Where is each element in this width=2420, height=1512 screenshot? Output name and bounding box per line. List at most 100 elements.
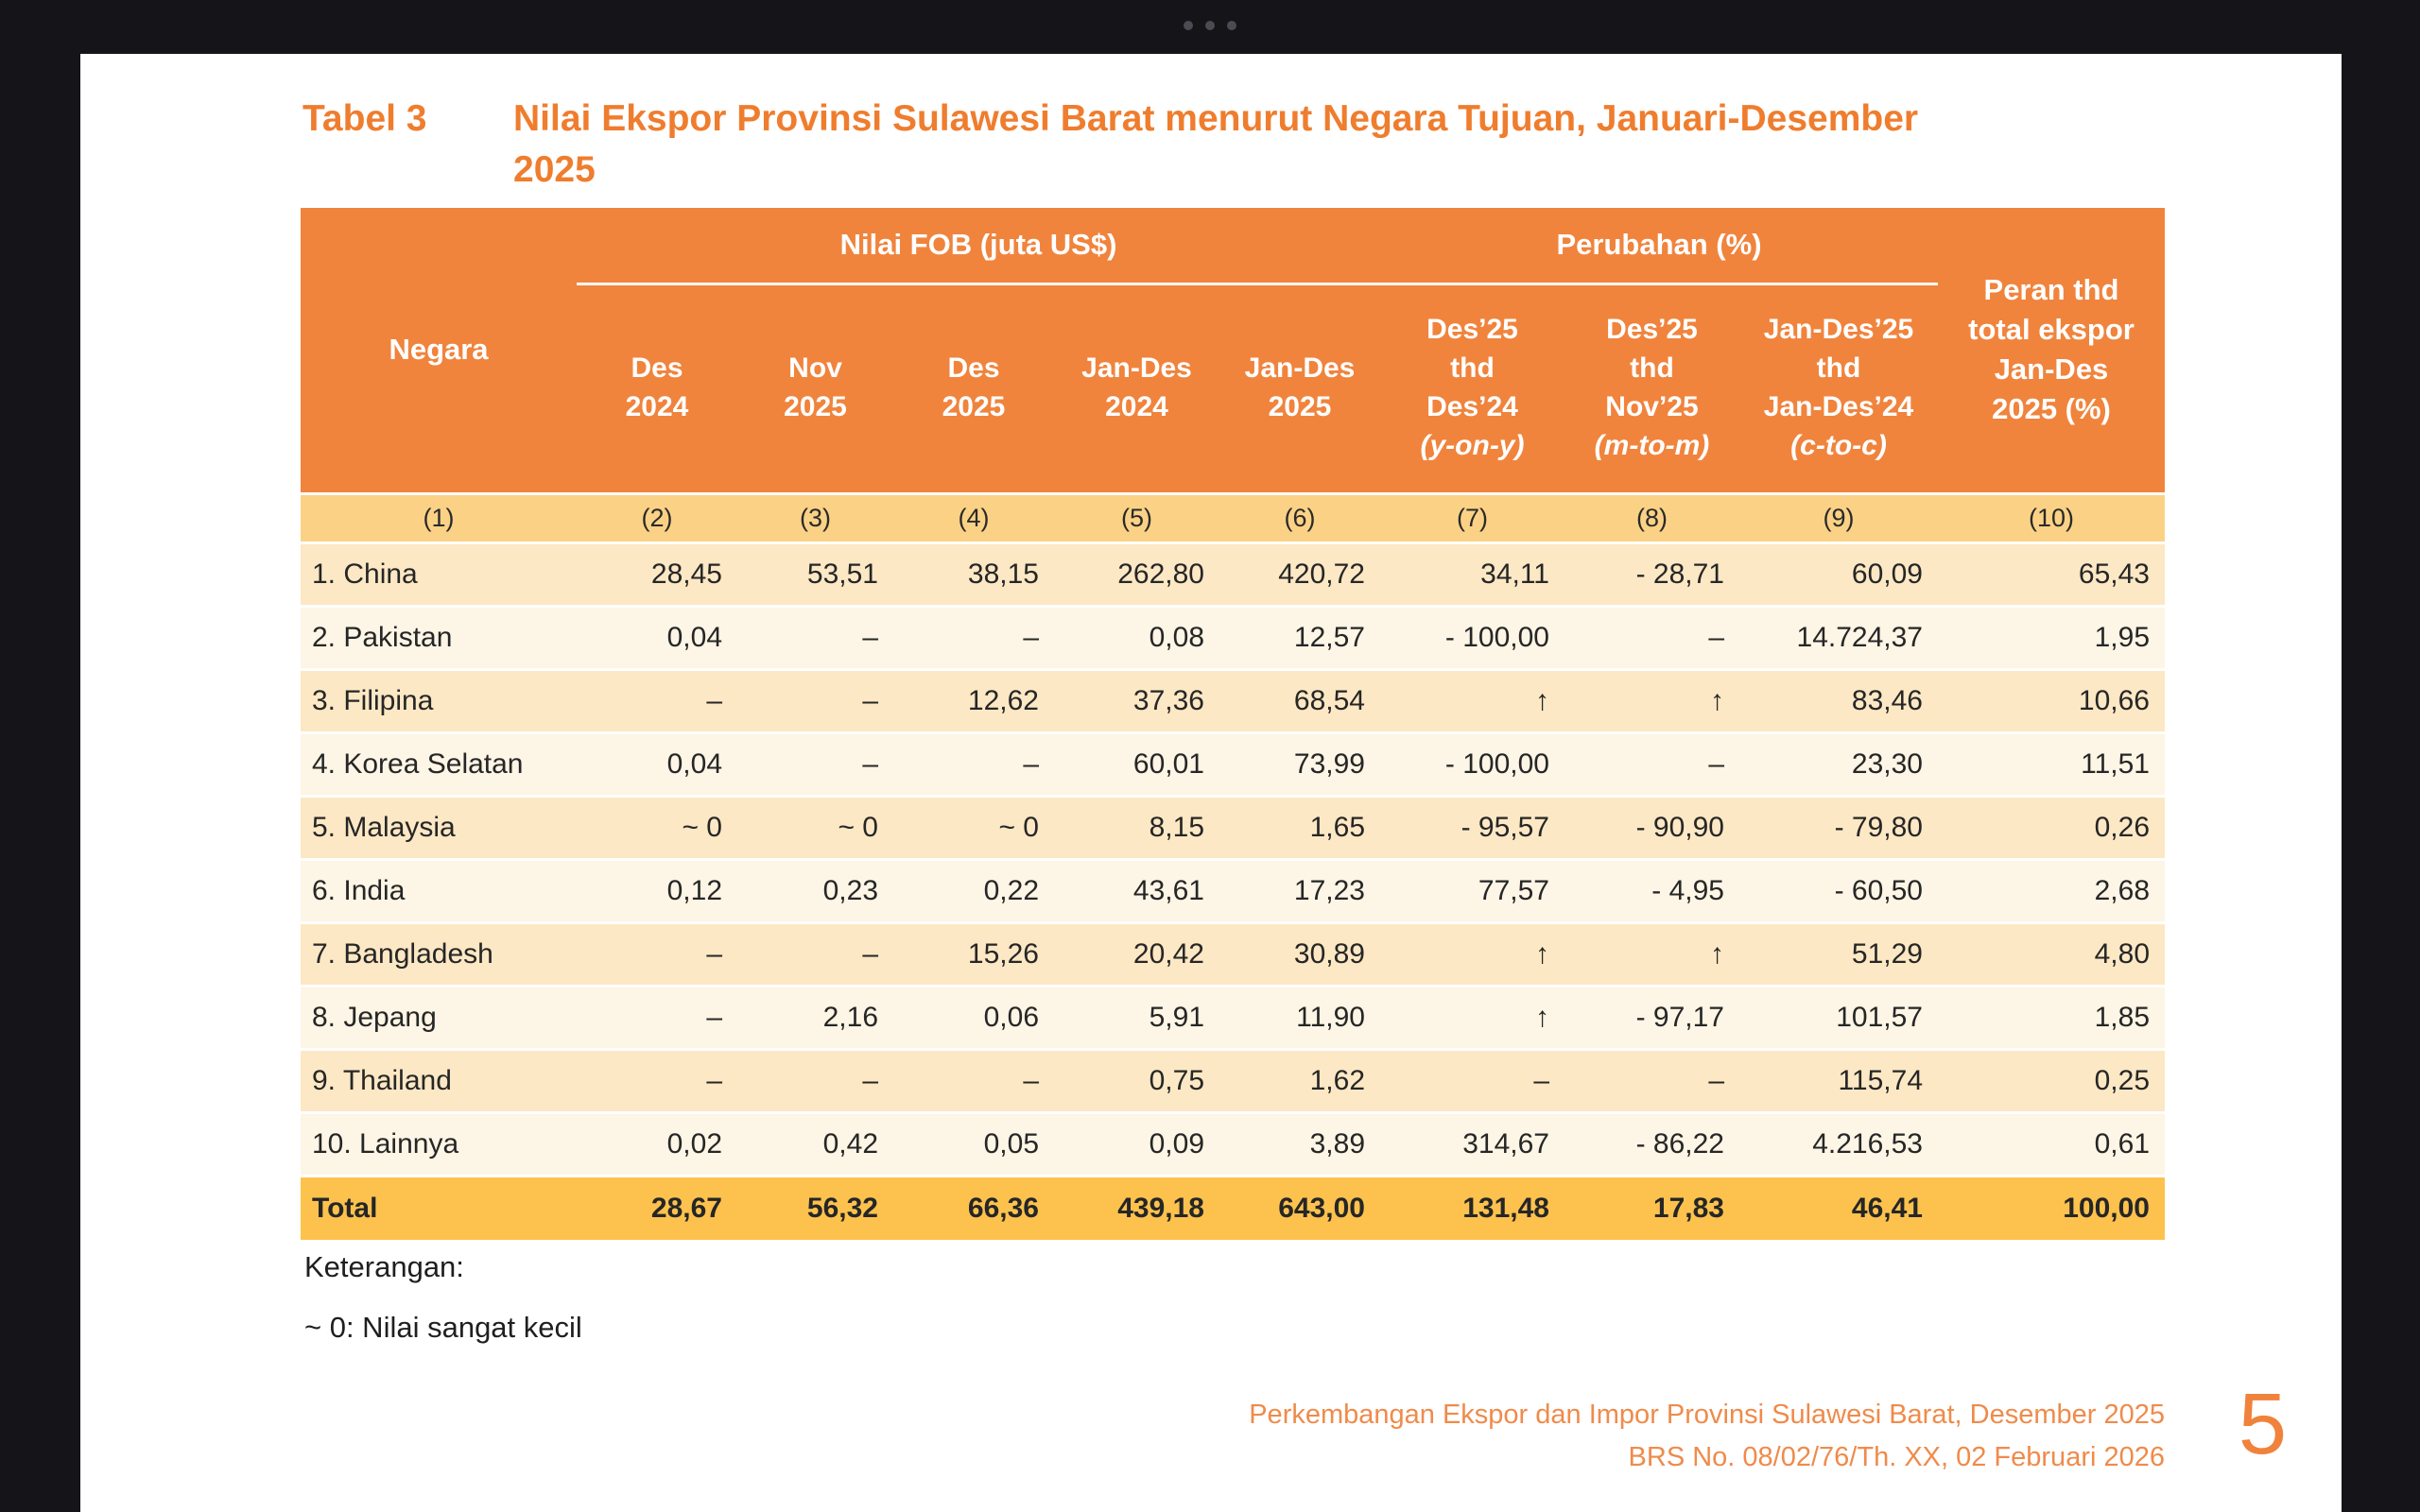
value-cell: – [893, 730, 1054, 796]
value-cell: ~ 0 [737, 794, 893, 859]
total-value-cell: 100,00 [1938, 1174, 2165, 1240]
colnum-cell: (3) [737, 491, 893, 542]
country-cell: 5. Malaysia [301, 794, 577, 859]
colnum-cell: (9) [1739, 491, 1938, 542]
footer-line1: Perkembangan Ekspor dan Impor Provinsi S… [1249, 1400, 2165, 1430]
notes-block: Keterangan: ~ 0: Nilai sangat kecil [304, 1252, 582, 1342]
value-cell: 37,36 [1054, 667, 1219, 732]
value-cell: 101,57 [1739, 984, 1938, 1049]
value-cell: 0,12 [577, 857, 737, 922]
value-cell: - 86,22 [1564, 1110, 1739, 1176]
country-cell: 4. Korea Selatan [301, 730, 577, 796]
header-nilai-fob: Nilai FOB (juta US$) [577, 208, 1380, 285]
country-cell: 3. Filipina [301, 667, 577, 732]
value-cell: 1,62 [1219, 1047, 1380, 1112]
value-cell: 15,26 [893, 920, 1054, 986]
colnum-cell: (2) [577, 491, 737, 542]
value-cell: 0,08 [1054, 604, 1219, 669]
total-value-cell: 66,36 [893, 1174, 1054, 1240]
value-cell: 14.724,37 [1739, 604, 1938, 669]
value-cell: - 95,57 [1380, 794, 1564, 859]
value-cell: 43,61 [1054, 857, 1219, 922]
subheader-note: (y-on-y) [1420, 429, 1525, 461]
value-cell: 314,67 [1380, 1110, 1564, 1176]
table-title: Nilai Ekspor Provinsi Sulawesi Barat men… [513, 98, 1919, 190]
value-cell: 5,91 [1054, 984, 1219, 1049]
country-cell: 6. India [301, 857, 577, 922]
value-cell: - 4,95 [1564, 857, 1739, 922]
column-number-row: (1) (2) (3) (4) (5) (6) (7) (8) (9) (10) [301, 491, 2165, 542]
footer-publication: Perkembangan Ekspor dan Impor Provinsi S… [1249, 1394, 2165, 1479]
drag-handle[interactable] [1184, 21, 1236, 30]
value-cell: – [577, 920, 737, 986]
drag-dot [1227, 21, 1236, 30]
value-cell: 0,04 [577, 730, 737, 796]
table-row: 2. Pakistan 0,04– –0,08 12,57- 100,00–14.72… [301, 604, 2165, 669]
value-cell: – [893, 1047, 1054, 1112]
value-cell: 38,15 [893, 541, 1054, 606]
colnum-cell: (6) [1219, 491, 1380, 542]
value-cell: ~ 0 [577, 794, 737, 859]
value-cell: 34,11 [1380, 541, 1564, 606]
value-cell: 0,61 [1938, 1110, 2165, 1176]
value-cell: 28,45 [577, 541, 737, 606]
colnum-cell: (10) [1938, 491, 2165, 542]
value-cell: 115,74 [1739, 1047, 1938, 1112]
value-cell: 1,85 [1938, 984, 2165, 1049]
value-cell: – [737, 920, 893, 986]
page-number: 5 [2238, 1376, 2287, 1472]
total-value-cell: 439,18 [1054, 1174, 1219, 1240]
total-value-cell: 643,00 [1219, 1174, 1380, 1240]
value-cell: 23,30 [1739, 730, 1938, 796]
value-cell: 51,29 [1739, 920, 1938, 986]
table-row: 3. Filipina – –12,62 37,36 68,54 ↑ ↑ 83,46 10,66 [301, 667, 2165, 732]
value-cell: ↑ [1564, 920, 1739, 986]
value-cell: - 28,71 [1564, 541, 1739, 606]
value-cell: - 97,17 [1564, 984, 1739, 1049]
value-cell: 11,90 [1219, 984, 1380, 1049]
value-cell: 20,42 [1054, 920, 1219, 986]
value-cell: 0,75 [1054, 1047, 1219, 1112]
value-cell: 1,95 [1938, 604, 2165, 669]
country-cell: 1. China [301, 541, 577, 606]
value-cell: 60,01 [1054, 730, 1219, 796]
subheader-des-2024: Des 2024 [577, 284, 737, 493]
value-cell: 4,80 [1938, 920, 2165, 986]
total-row: Total 28,67 56,32 66,36 439,18 643,00 13… [301, 1174, 2165, 1240]
value-cell: 0,22 [893, 857, 1054, 922]
subheader-y-on-y: Des’25 thd Des’24 (y-on-y) [1380, 284, 1564, 493]
value-cell: - 60,50 [1739, 857, 1938, 922]
subheader-des-2025: Des 2025 [893, 284, 1054, 493]
value-cell: 0,25 [1938, 1047, 2165, 1112]
footer-line2: BRS No. 08/02/76/Th. XX, 02 Februari 202… [1628, 1441, 2165, 1472]
value-cell: - 100,00 [1380, 604, 1564, 669]
value-cell: 0,23 [737, 857, 893, 922]
subheader-nov-2025: Nov 2025 [737, 284, 893, 493]
notes-line: ~ 0: Nilai sangat kecil [304, 1311, 582, 1344]
document-page: Tabel 3 Nilai Ekspor Provinsi Sulawesi B… [80, 54, 2342, 1512]
table-row: 8. Jepang –2,16 0,06 5,91 11,90 ↑ - 97,17 101,5… [301, 984, 2165, 1049]
country-cell: 7. Bangladesh [301, 920, 577, 986]
subheader-text: Des’25 thd Nov’25 [1605, 314, 1699, 422]
table-body: 1. China 28,45 53,51 38,15 262,80 420,72 34,11… [301, 541, 2165, 1176]
value-cell: 65,43 [1938, 541, 2165, 606]
value-cell: 0,09 [1054, 1110, 1219, 1176]
table-row: 4. Korea Selatan 0,04– –60,01 73,99- 100,00… [301, 730, 2165, 796]
value-cell: ↑ [1380, 984, 1564, 1049]
value-cell: – [1380, 1047, 1564, 1112]
value-cell: 0,05 [893, 1110, 1054, 1176]
value-cell: – [737, 730, 893, 796]
header-negara: Negara [301, 208, 577, 493]
value-cell: 0,42 [737, 1110, 893, 1176]
value-cell: – [1564, 1047, 1739, 1112]
value-cell: 12,62 [893, 667, 1054, 732]
value-cell: 2,16 [737, 984, 893, 1049]
value-cell: – [1564, 730, 1739, 796]
value-cell: 73,99 [1219, 730, 1380, 796]
table-title-block: Tabel 3 Nilai Ekspor Provinsi Sulawesi B… [302, 94, 2169, 196]
country-cell: 10. Lainnya [301, 1110, 577, 1176]
header-perubahan: Perubahan (%) [1380, 208, 1938, 285]
value-cell: 12,57 [1219, 604, 1380, 669]
country-cell: 8. Jepang [301, 984, 577, 1049]
